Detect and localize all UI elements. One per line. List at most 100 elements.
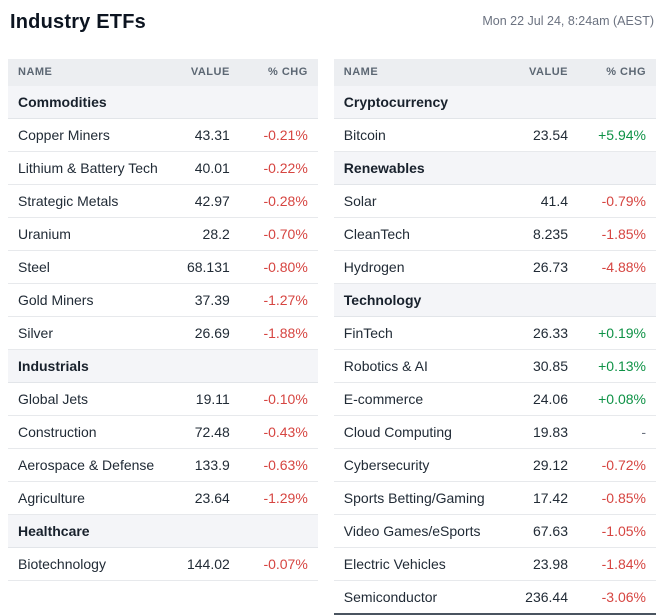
etf-row[interactable]: Semiconductor 236.44 -3.06% [333,580,656,615]
etf-row[interactable]: Cloud Computing 19.83- [333,415,656,449]
etf-name: Electric Vehicles [333,547,506,581]
section-title: Healthcare [8,514,318,548]
etf-name: Strategic Metals [8,184,168,218]
etf-value: 68.131 [167,250,240,284]
etf-row[interactable]: FinTech 26.33 +0.19% [333,316,656,350]
etf-change: -0.80% [239,250,318,284]
etf-value: 23.98 [506,547,578,581]
section-title: Technology [333,283,656,317]
etf-value: 236.44 [506,580,578,615]
etf-row[interactable]: Aerospace & Defense 133.9 -0.63% [8,448,318,482]
etf-change: -0.63% [239,448,318,482]
etf-row[interactable]: CleanTech 8.235 -1.85% [333,217,656,251]
section-title: Commodities [8,86,318,119]
etf-name: Biotechnology [8,547,168,581]
column-header-value: VALUE [167,59,240,86]
widget-header: Industry ETFs Mon 22 Jul 24, 8:24am (AES… [8,7,656,35]
etf-value: 40.01 [167,151,240,185]
column-header-value: VALUE [506,59,578,86]
etf-value: 24.06 [506,382,578,416]
etf-value: 29.12 [506,448,578,482]
etf-row[interactable]: Electric Vehicles 23.98 -1.84% [333,547,656,581]
etf-value: 26.69 [167,316,240,350]
etf-value: 72.48 [167,415,240,449]
etf-row[interactable]: Biotechnology 144.02 -0.07% [8,547,318,581]
etf-row[interactable]: Robotics & AI 30.85 +0.13% [333,349,656,383]
etf-row[interactable]: Silver 26.69 -1.88% [8,316,318,350]
etf-change: -0.43% [239,415,318,449]
etf-change: -1.05% [578,514,656,548]
etf-change: -1.88% [239,316,318,350]
section-title: Cryptocurrency [333,86,656,119]
etf-row[interactable]: Global Jets 19.11 -0.10% [8,382,318,416]
etf-row[interactable]: Bitcoin 23.54 +5.94% [333,118,656,152]
column-header-name: NAME [333,59,506,86]
etf-row[interactable]: Video Games/eSports 67.63 -1.05% [333,514,656,548]
etf-row[interactable]: Copper Miners 43.31 -0.21% [8,118,318,152]
section-header-row: Technology [333,283,656,317]
column-header-name: NAME [8,59,168,86]
etf-row[interactable]: Strategic Metals 42.97 -0.28% [8,184,318,218]
etf-row[interactable]: Construction 72.48 -0.43% [8,415,318,449]
etf-name: Lithium & Battery Tech [8,151,168,185]
etf-value: 23.64 [167,481,240,515]
etf-row[interactable]: Gold Miners 37.39 -1.27% [8,283,318,317]
timestamp: Mon 22 Jul 24, 8:24am (AEST) [482,14,654,28]
etf-value: 41.4 [506,184,578,218]
etf-name: Semiconductor [333,580,506,615]
etf-name: Robotics & AI [333,349,506,383]
etf-table-right-body: Cryptocurrency Bitcoin 23.54 +5.94% Renewabl… [333,86,656,615]
etf-name: Video Games/eSports [333,514,506,548]
etf-name: Construction [8,415,168,449]
etf-row[interactable]: Sports Betting/Gaming 17.42 -0.85% [333,481,656,515]
section-header-row: Cryptocurrency [333,86,656,119]
etf-value: 42.97 [167,184,240,218]
etf-change: -1.27% [239,283,318,317]
etf-table-right: NAME VALUE % CHG Cryptocurrency Bitcoin 23… [333,59,656,615]
page-title: Industry ETFs [10,11,146,33]
etf-value: 37.39 [167,283,240,317]
etf-value: 67.63 [506,514,578,548]
column-header-chg: % CHG [578,59,656,86]
etf-change: +0.08% [578,382,656,416]
etf-name: Aerospace & Defense [8,448,168,482]
etf-value: 19.83 [506,415,578,449]
column-header-chg: % CHG [239,59,318,86]
etf-change: -0.70% [239,217,318,251]
column-header-row: NAME VALUE % CHG [8,59,318,86]
etf-row[interactable]: Agriculture 23.64 -1.29% [8,481,318,515]
section-header-row: Industrials [8,349,318,383]
etf-change: +0.19% [578,316,656,350]
section-title: Renewables [333,151,656,185]
etf-row[interactable]: Uranium 28.2 -0.70% [8,217,318,251]
column-header-row: NAME VALUE % CHG [333,59,656,86]
etf-name: E-commerce [333,382,506,416]
etf-value: 26.33 [506,316,578,350]
etf-name: Gold Miners [8,283,168,317]
etf-name: Agriculture [8,481,168,515]
etf-row[interactable]: Hydrogen 26.73 -4.88% [333,250,656,284]
etf-name: Bitcoin [333,118,506,152]
etf-change: +5.94% [578,118,656,152]
etf-value: 8.235 [506,217,578,251]
etf-change: -0.72% [578,448,656,482]
tables-container: NAME VALUE % CHG Commodities Copper Miner… [8,59,656,615]
etf-row[interactable]: E-commerce 24.06 +0.08% [333,382,656,416]
etf-value: 28.2 [167,217,240,251]
etf-row[interactable]: Lithium & Battery Tech 40.01 -0.22% [8,151,318,185]
etf-row[interactable]: Steel 68.131 -0.80% [8,250,318,284]
etf-name: Sports Betting/Gaming [333,481,506,515]
etf-change: -0.22% [239,151,318,185]
etf-change: -0.07% [239,547,318,581]
etf-change: -0.28% [239,184,318,218]
etf-value: 43.31 [167,118,240,152]
etf-name: Solar [333,184,506,218]
etf-row[interactable]: Solar 41.4 -0.79% [333,184,656,218]
etf-name: Cybersecurity [333,448,506,482]
etf-name: Steel [8,250,168,284]
etf-name: Copper Miners [8,118,168,152]
etf-row[interactable]: Cybersecurity 29.12 -0.72% [333,448,656,482]
etf-value: 19.11 [167,382,240,416]
etf-change: -0.21% [239,118,318,152]
